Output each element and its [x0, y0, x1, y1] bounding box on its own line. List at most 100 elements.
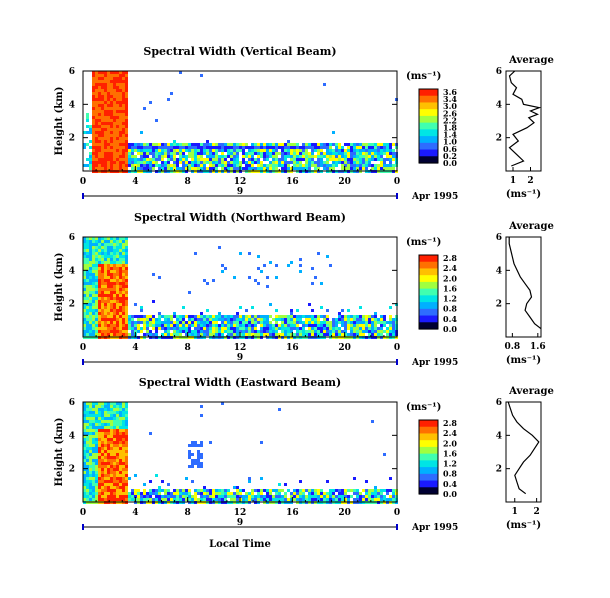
- heatmap-cell: [170, 327, 173, 330]
- heatmap-cell: [281, 152, 284, 155]
- heatmap-cell: [353, 161, 356, 164]
- heatmap-cell: [83, 411, 86, 414]
- heatmap-cell: [293, 146, 296, 149]
- heatmap-cell: [116, 98, 119, 101]
- heatmap-cell: [284, 161, 287, 164]
- avg-unit: (ms⁻¹): [506, 189, 541, 200]
- heatmap-cell: [209, 146, 212, 149]
- heatmap-cell: [101, 95, 104, 98]
- heatmap-cell: [374, 152, 377, 155]
- heatmap-cell: [320, 149, 323, 152]
- heatmap-cell: [83, 333, 86, 336]
- heatmap-cell: [158, 155, 161, 158]
- colorbar-unit: (ms⁻¹): [406, 237, 441, 248]
- heatmap-cell: [125, 432, 128, 435]
- heatmap-cell: [389, 158, 392, 161]
- heatmap-cell: [128, 498, 131, 501]
- heatmap-cell: [86, 276, 89, 279]
- heatmap-cell: [83, 417, 86, 420]
- heatmap-cell: [122, 255, 125, 258]
- heatmap-cell: [233, 324, 236, 327]
- heatmap-cell: [308, 164, 311, 167]
- heatmap-cell: [107, 249, 110, 252]
- heatmap-cell: [125, 276, 128, 279]
- heatmap-cell: [230, 318, 233, 321]
- heatmap-cell: [374, 333, 377, 336]
- heatmap-cell: [353, 324, 356, 327]
- heatmap-cell: [197, 152, 200, 155]
- heatmap-cell: [314, 276, 317, 279]
- heatmap-cell: [104, 453, 107, 456]
- heatmap-cell: [197, 321, 200, 324]
- heatmap-cell: [305, 330, 308, 333]
- heatmap-cell: [362, 158, 365, 161]
- heatmap-cell: [95, 252, 98, 255]
- heatmap-cell: [377, 152, 380, 155]
- heatmap-cell: [248, 321, 251, 324]
- heatmap-cell: [119, 261, 122, 264]
- heatmap-cell: [104, 119, 107, 122]
- heatmap-cell: [164, 495, 167, 498]
- colorbar-segment: [419, 105, 438, 110]
- heatmap-cell: [92, 95, 95, 98]
- heatmap-cell: [86, 119, 89, 122]
- heatmap-cell: [215, 318, 218, 321]
- heatmap-cell: [125, 483, 128, 486]
- heatmap-cell: [155, 146, 158, 149]
- heatmap-cell: [86, 270, 89, 273]
- heatmap-cell: [92, 104, 95, 107]
- heatmap-cell: [98, 294, 101, 297]
- heatmap-cell: [197, 450, 200, 453]
- heatmap-cell: [104, 258, 107, 261]
- heatmap-cell: [218, 330, 221, 333]
- heatmap-cell: [215, 324, 218, 327]
- heatmap-cell: [98, 116, 101, 119]
- heatmap-cell: [92, 294, 95, 297]
- heatmap-cell: [83, 402, 86, 405]
- heatmap-cell: [197, 327, 200, 330]
- heatmap-cell: [107, 486, 110, 489]
- heatmap-cell: [128, 324, 131, 327]
- heatmap-cell: [197, 164, 200, 167]
- heatmap-cell: [248, 498, 251, 501]
- heatmap-cell: [308, 315, 311, 318]
- heatmap-cell: [332, 498, 335, 501]
- heatmap-cell: [203, 164, 206, 167]
- heatmap-cell: [254, 318, 257, 321]
- heatmap-cell: [104, 435, 107, 438]
- heatmap-cell: [92, 110, 95, 113]
- heatmap-cell: [212, 489, 215, 492]
- heatmap-cell: [95, 456, 98, 459]
- heatmap-cell: [197, 459, 200, 462]
- heatmap-cell: [113, 303, 116, 306]
- heatmap-cell: [161, 164, 164, 167]
- heatmap-cell: [233, 330, 236, 333]
- heatmap-cell: [119, 402, 122, 405]
- heatmap-cell: [302, 143, 305, 146]
- colorbar-tick-label: 0.8: [443, 304, 457, 314]
- heatmap-cell: [98, 474, 101, 477]
- heatmap-cell: [194, 167, 197, 170]
- heatmap-cell: [83, 291, 86, 294]
- heatmap-cell: [113, 237, 116, 240]
- heatmap-cell: [206, 315, 209, 318]
- heatmap-cell: [95, 321, 98, 324]
- heatmap-cell: [242, 158, 245, 161]
- heatmap-cell: [155, 492, 158, 495]
- heatmap-cell: [107, 279, 110, 282]
- heatmap-cell: [167, 155, 170, 158]
- heatmap-cell: [272, 489, 275, 492]
- heatmap-cell: [98, 426, 101, 429]
- heatmap-cell: [287, 333, 290, 336]
- heatmap-cell: [122, 414, 125, 417]
- heatmap-cell: [98, 167, 101, 170]
- heatmap-cell: [389, 164, 392, 167]
- heatmap-cell: [113, 137, 116, 140]
- heatmap-cell: [167, 164, 170, 167]
- heatmap-cell: [119, 453, 122, 456]
- heatmap-cell: [278, 161, 281, 164]
- heatmap-cell: [200, 318, 203, 321]
- heatmap-cell: [119, 420, 122, 423]
- heatmap-cell: [173, 495, 176, 498]
- heatmap-cell: [197, 143, 200, 146]
